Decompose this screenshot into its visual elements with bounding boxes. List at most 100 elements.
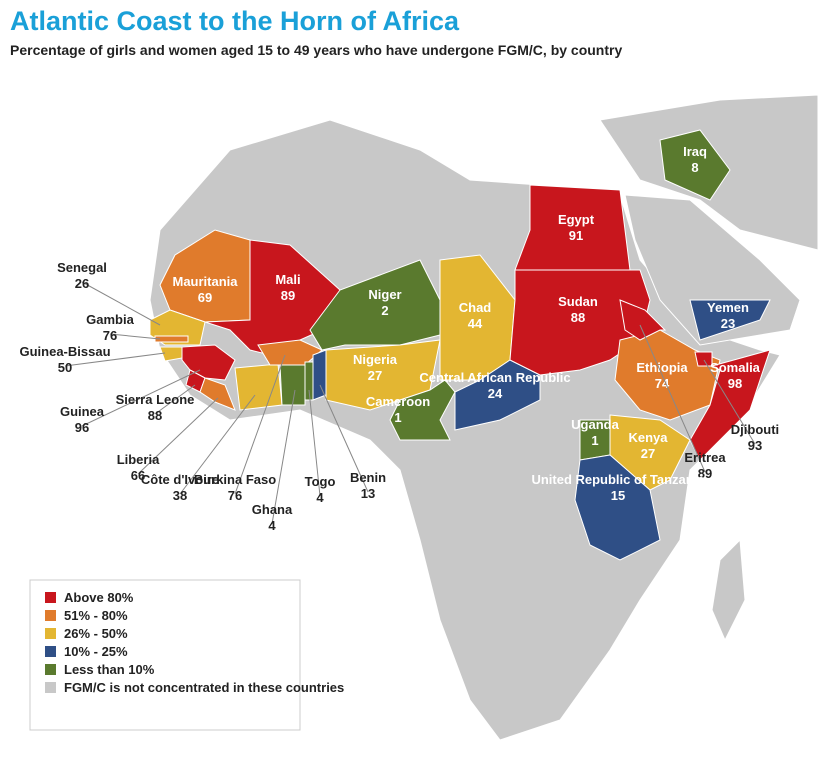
country-name: Central African Republic (419, 370, 570, 385)
legend-swatch (45, 646, 56, 657)
leader-line (81, 281, 161, 326)
country-name: Niger (368, 287, 401, 302)
country (689, 299, 771, 341)
country-name: Guinea-Bissau (19, 344, 110, 359)
country-value: 2 (381, 303, 388, 318)
country-value: 91 (569, 228, 583, 243)
legend-label: 10% - 25% (64, 644, 128, 659)
country (199, 377, 236, 411)
legend-box (29, 579, 301, 731)
country (181, 344, 236, 381)
country (389, 379, 456, 441)
country-value: 38 (173, 488, 187, 503)
country-value: 15 (611, 488, 625, 503)
country-value: 89 (281, 288, 295, 303)
legend-label: Less than 10% (64, 662, 155, 677)
title: Atlantic Coast to the Horn of Africa (10, 6, 460, 36)
country-value: 93 (748, 438, 762, 453)
leader-line (81, 369, 201, 427)
country-value: 1 (591, 433, 598, 448)
country-value: 89 (698, 466, 712, 481)
country-name: Somalia (710, 360, 761, 375)
country-value: 76 (103, 328, 117, 343)
country (509, 269, 651, 376)
country-name: Nigeria (353, 352, 398, 367)
legend-label: 51% - 80% (64, 608, 128, 623)
leader-line (319, 384, 369, 493)
country (574, 454, 661, 561)
country-name: United Republic of Tanzania (531, 472, 705, 487)
country-value: 96 (75, 420, 89, 435)
countries (149, 129, 771, 561)
leader-line (154, 384, 196, 415)
country-name: Yemen (707, 300, 749, 315)
country-name: Liberia (117, 452, 160, 467)
leader-line (64, 352, 166, 367)
country-name: Côte d'Ivoire (141, 472, 219, 487)
legend-swatch (45, 628, 56, 639)
country (619, 299, 667, 341)
country-value: 88 (148, 408, 162, 423)
legend-swatch (45, 682, 56, 693)
country-name: Guinea (60, 404, 105, 419)
country-value: 4 (268, 518, 276, 533)
country-name: Egypt (558, 212, 595, 227)
country (514, 184, 631, 271)
country-value: 27 (368, 368, 382, 383)
country-value: 13 (361, 486, 375, 501)
country-value: 69 (198, 290, 212, 305)
leader-line (109, 333, 161, 340)
country-name: Cameroon (366, 394, 430, 409)
country-name: Togo (305, 474, 336, 489)
country-value: 4 (316, 490, 324, 505)
country-name: Sudan (558, 294, 598, 309)
country-value: 44 (468, 316, 483, 331)
country-name: Mali (275, 272, 300, 287)
country-value: 24 (488, 386, 503, 401)
leader-line (179, 394, 256, 495)
country-value: 98 (728, 376, 742, 391)
country-value: 76 (228, 488, 242, 503)
country-name: Sierra Leone (116, 392, 195, 407)
country-name: Uganda (571, 417, 619, 432)
country (234, 363, 283, 411)
country-name: Benin (350, 470, 386, 485)
leader-line (703, 359, 756, 445)
country (659, 129, 731, 201)
country-value: 66 (131, 468, 145, 483)
country-name: Eritrea (684, 450, 726, 465)
country-name: Senegal (57, 260, 107, 275)
legend-label: Above 80% (64, 590, 134, 605)
country-value: 88 (571, 310, 585, 325)
legend-label: FGM/C is not concentrated in these count… (64, 680, 344, 695)
country-value: 27 (641, 446, 655, 461)
land-mass (711, 538, 746, 642)
leader-line (234, 354, 286, 495)
country-value: 26 (75, 276, 89, 291)
country-name: Chad (459, 300, 492, 315)
country (279, 364, 306, 406)
country-name: Kenya (628, 430, 668, 445)
leader-line (639, 324, 706, 473)
labels: Mauritania69Mali89Senegal26Gambia76Guine… (19, 144, 779, 533)
country-name: Ethiopia (636, 360, 688, 375)
country-name: Djibouti (731, 422, 779, 437)
leader-line (308, 389, 321, 497)
country-name: Mauritania (172, 274, 238, 289)
legend: Above 80% 51% - 80% 26% - 50% 10% - 25% Less… (45, 590, 344, 695)
country (312, 349, 327, 401)
subtitle: Percentage of girls and women aged 15 to… (10, 42, 622, 58)
country-value: 23 (721, 316, 735, 331)
leader-line (271, 389, 296, 525)
country-value: 50 (58, 360, 72, 375)
country-value: 74 (655, 376, 670, 391)
legend-swatch (45, 610, 56, 621)
country-name: Ghana (252, 502, 293, 517)
country-name: Iraq (683, 144, 707, 159)
country (154, 335, 189, 343)
country-value: 1 (394, 410, 401, 425)
country (454, 359, 541, 431)
legend-swatch (45, 664, 56, 675)
